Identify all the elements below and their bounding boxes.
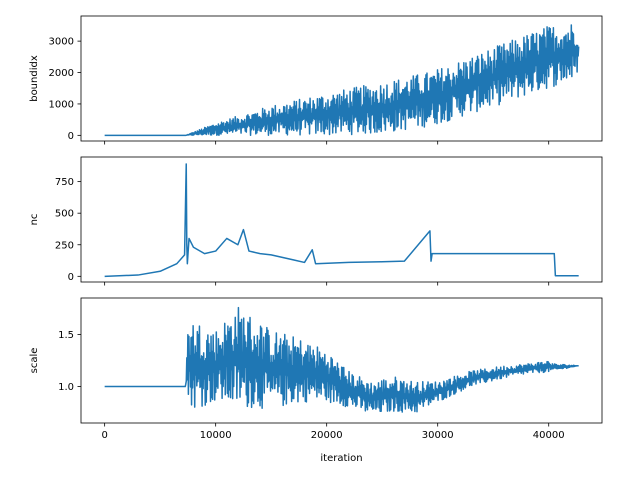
y-tick-label: 2000 <box>49 68 74 79</box>
y-tick-label: 0 <box>68 131 74 142</box>
panel-boundidx: 0 1000 2000 3000 boundidx <box>29 15 603 145</box>
y-tick-label: 1.5 <box>58 330 74 341</box>
axes-frame <box>80 15 603 142</box>
y-tick-label: 750 <box>55 177 74 188</box>
y-tick-label: 500 <box>55 209 74 220</box>
x-tick-label: 20000 <box>311 430 343 441</box>
panel-nc: 0 250 500 750 nc <box>29 156 603 286</box>
y-tick-label: 250 <box>55 240 74 251</box>
x-tick-label: 40000 <box>533 430 565 441</box>
y-tick-label: 1.0 <box>58 382 74 393</box>
series-line-scale <box>104 306 579 413</box>
panel-scale: 0 10000 20000 30000 40000 1.0 1.5 scale iteratio… <box>29 297 603 464</box>
x-tick-label: 10000 <box>200 430 232 441</box>
series-line-boundidx <box>104 24 580 137</box>
series-line-nc <box>104 163 579 278</box>
y-axis-label: scale <box>29 348 40 374</box>
x-tick-label: 0 <box>101 430 107 441</box>
x-axis-label: iteration <box>320 453 362 464</box>
y-tick-label: 1000 <box>49 99 74 110</box>
y-axis-label: boundidx <box>29 55 40 102</box>
y-tick-label: 3000 <box>49 37 74 48</box>
x-tick-label: 30000 <box>422 430 454 441</box>
axes-frame <box>80 297 603 424</box>
axes-frame <box>80 156 603 283</box>
y-tick-label: 0 <box>68 272 74 283</box>
y-axis-label: nc <box>29 214 40 226</box>
